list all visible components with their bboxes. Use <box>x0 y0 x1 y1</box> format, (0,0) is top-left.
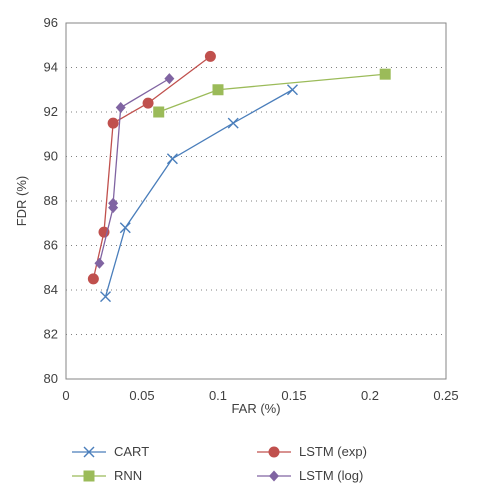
legend-item-rnn: RNN <box>72 468 142 483</box>
legend-item-lstm-exp: LSTM (exp) <box>257 444 367 459</box>
data-point-lstm-log <box>115 102 126 114</box>
series-layer <box>87 50 391 303</box>
series-cart <box>100 84 298 303</box>
data-point-lstm-exp <box>107 117 119 129</box>
x-tick-label: 0 <box>62 388 69 403</box>
data-point-cart <box>227 117 239 129</box>
x-tick-label: 0.15 <box>281 388 306 403</box>
gridlines <box>66 67 446 335</box>
x-tick-label: 0.05 <box>129 388 154 403</box>
legend-marker-lstm-log <box>269 470 279 482</box>
series-rnn <box>153 68 391 118</box>
data-point-rnn <box>153 106 165 118</box>
legend-label: LSTM (log) <box>299 468 363 483</box>
x-tick-label: 0.25 <box>433 388 458 403</box>
data-point-cart <box>100 291 112 303</box>
series-line-rnn <box>158 73 386 113</box>
legend-marker-lstm-exp <box>268 446 280 458</box>
y-tick-label: 96 <box>44 15 58 30</box>
y-tick-label: 90 <box>44 149 58 164</box>
data-point-rnn <box>379 68 391 80</box>
x-tick-label: 0.2 <box>361 388 379 403</box>
y-tick-label: 84 <box>44 282 58 297</box>
data-point-lstm-log <box>164 73 175 85</box>
data-point-lstm-exp <box>204 50 216 62</box>
y-tick-label: 82 <box>44 327 58 342</box>
legend-label: LSTM (exp) <box>299 444 367 459</box>
y-tick-label: 92 <box>44 104 58 119</box>
legend-item-cart: CART <box>72 444 149 459</box>
legend-label: CART <box>114 444 149 459</box>
data-point-cart <box>119 222 131 234</box>
legend: CART RNN LSTM (exp) LSTM (log) <box>72 444 367 483</box>
legend-marker-rnn <box>83 470 95 482</box>
data-point-cart <box>166 153 178 165</box>
tick-labels: 80 82 84 86 88 90 92 94 96 0 0.05 0.1 0.15 0.2 0.25 <box>44 15 459 403</box>
plot-area <box>65 22 447 380</box>
data-point-lstm-exp <box>87 273 99 285</box>
data-point-lstm-log <box>108 197 119 209</box>
data-point-lstm-log <box>94 257 105 269</box>
data-point-lstm-exp <box>142 97 154 109</box>
y-axis-label: FDR (%) <box>14 176 29 227</box>
y-tick-label: 80 <box>44 371 58 386</box>
legend-item-lstm-log: LSTM (log) <box>257 468 363 483</box>
x-tick-label: 0.1 <box>209 388 227 403</box>
x-axis-label: FAR (%) <box>231 401 280 416</box>
legend-marker-cart <box>83 446 95 458</box>
series-line-cart <box>104 89 293 297</box>
y-tick-label: 94 <box>44 60 58 75</box>
data-point-cart <box>286 84 298 96</box>
y-tick-label: 88 <box>44 193 58 208</box>
series-lstm-log <box>94 73 175 269</box>
legend-label: RNN <box>114 468 142 483</box>
series-lstm-exp <box>87 50 216 285</box>
y-tick-label: 86 <box>44 238 58 253</box>
series-line-lstm-log <box>98 78 170 264</box>
data-point-rnn <box>212 84 224 96</box>
